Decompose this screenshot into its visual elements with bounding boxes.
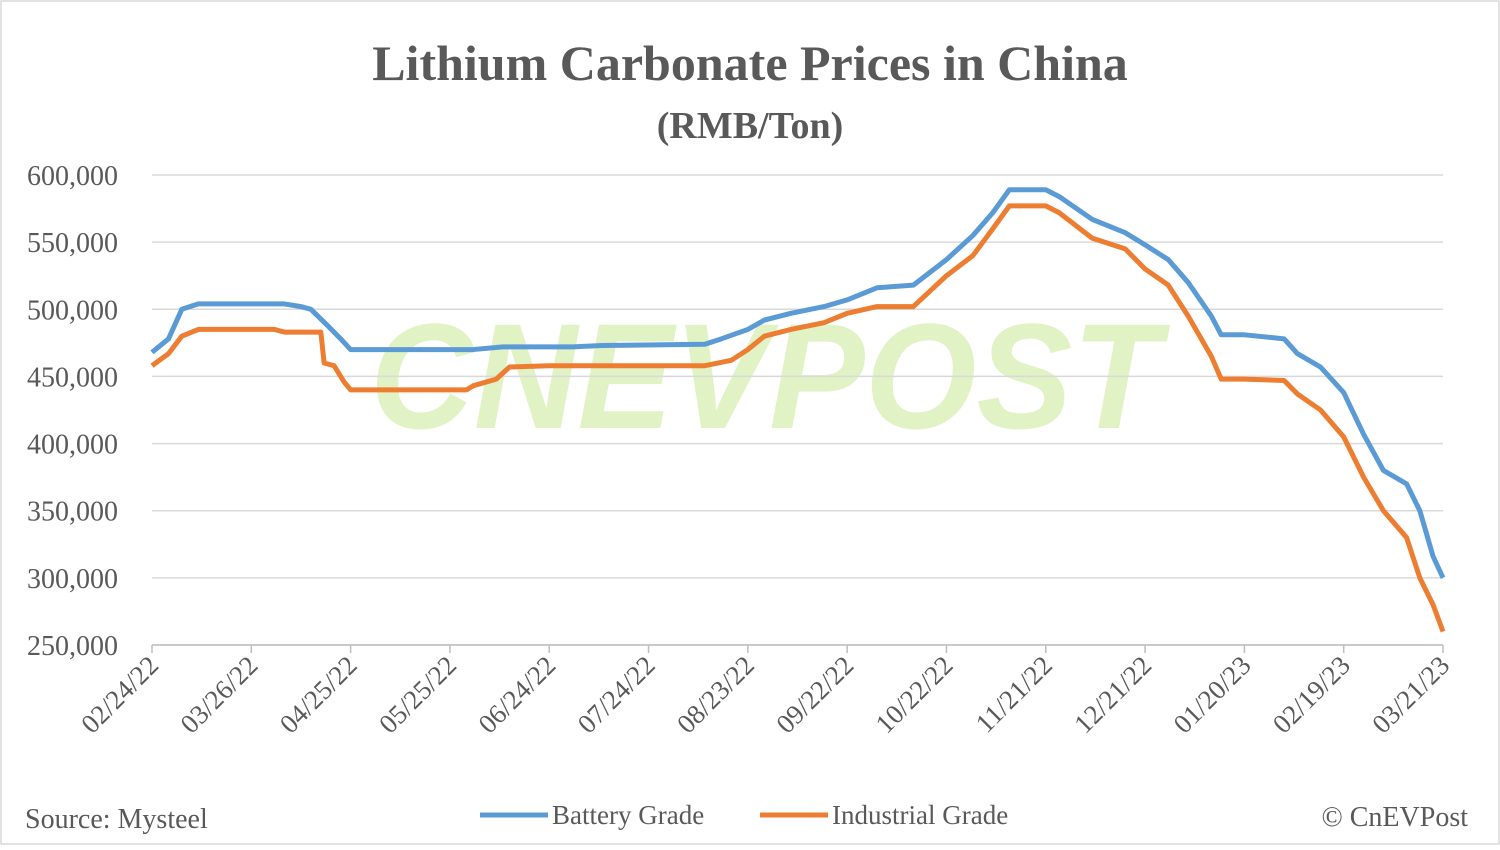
y-tick-label: 300,000 (27, 564, 118, 595)
y-tick-label: 450,000 (27, 362, 118, 393)
source-note: Source: Mysteel (25, 804, 208, 835)
y-tick-label: 500,000 (27, 295, 118, 326)
y-tick-label: 250,000 (27, 631, 118, 662)
y-tick-label: 400,000 (27, 430, 118, 461)
y-tick-label: 600,000 (27, 161, 118, 192)
chart-title: Lithium Carbonate Prices in China (372, 35, 1128, 91)
chart-subtitle: (RMB/Ton) (657, 105, 844, 147)
grid (152, 174, 1443, 646)
y-tick-label: 350,000 (27, 497, 118, 528)
series-line (150, 187, 1446, 579)
legend-label: Battery Grade (552, 800, 704, 830)
legend-label: Industrial Grade (832, 800, 1008, 830)
credit-note: © CnEVPost (1321, 802, 1468, 833)
series-line (150, 203, 1446, 633)
y-tick-label: 550,000 (27, 228, 118, 259)
